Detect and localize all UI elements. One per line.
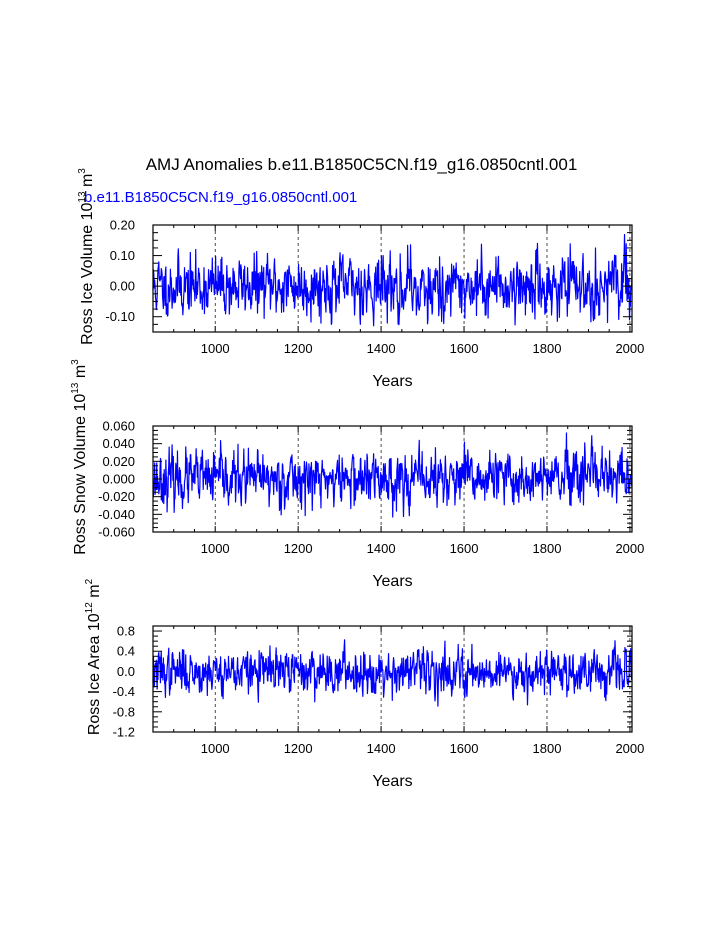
y-axis-title: Ross Snow Volume 1013 m3: [70, 359, 89, 555]
chart-panel-2: 1000 1200 1400 1600 1800 2000 -0.060 -0.040 -0.0…: [70, 359, 644, 590]
x-tick-label: 1000: [201, 741, 230, 756]
x-tick-label: 1600: [450, 341, 479, 356]
data-series-line: [152, 233, 633, 327]
y-tick-label: -0.040: [98, 507, 135, 522]
x-axis-title: Years: [372, 373, 412, 390]
x-tick-label: 1800: [533, 741, 562, 756]
y-tick-label: 0.020: [102, 454, 135, 469]
x-tick-label: 1200: [284, 341, 313, 356]
x-tick-label: 1800: [533, 341, 562, 356]
x-tick-label: 1000: [201, 341, 230, 356]
y-tick-label: 0.20: [110, 218, 135, 233]
chart-panel-1: 1000 1200 1400 1600 1800 2000 -0.10 0.00 0.10 0.2…: [77, 168, 644, 390]
y-axis-title: Ross Ice Volume 1013 m3: [77, 168, 96, 345]
x-tick-label: 1400: [367, 541, 396, 556]
x-tick-label: 2000: [615, 741, 644, 756]
y-tick-label: 0.040: [102, 436, 135, 451]
y-tick-label: 0.8: [117, 624, 135, 639]
y-tick-label: -0.020: [98, 489, 135, 504]
y-tick-label: 0.0: [117, 664, 135, 679]
x-tick-label: 2000: [615, 341, 644, 356]
y-tick-label: -0.060: [98, 525, 135, 540]
y-tick-label: 0.4: [117, 644, 135, 659]
y-tick-label: 0.000: [102, 472, 135, 487]
x-tick-label: 2000: [615, 541, 644, 556]
data-series-line: [152, 432, 633, 518]
x-axis-title: Years: [372, 773, 412, 790]
x-tick-label: 1800: [533, 541, 562, 556]
y-tick-label: 0.10: [110, 248, 135, 263]
y-tick-label: -0.8: [113, 704, 135, 719]
y-tick-label: -0.4: [113, 684, 135, 699]
x-tick-label: 1400: [367, 741, 396, 756]
x-tick-label: 1400: [367, 341, 396, 356]
x-axis-title: Years: [372, 573, 412, 590]
x-tick-label: 1200: [284, 741, 313, 756]
y-tick-label: 0.060: [102, 419, 135, 434]
y-tick-label: -0.10: [105, 309, 135, 324]
x-tick-label: 1000: [201, 541, 230, 556]
x-tick-label: 1600: [450, 741, 479, 756]
y-tick-label: 0.00: [110, 279, 135, 294]
plot-frame: [152, 625, 633, 733]
x-tick-label: 1600: [450, 541, 479, 556]
x-tick-label: 1200: [284, 541, 313, 556]
y-tick-label: -1.2: [113, 725, 135, 740]
page-title: AMJ Anomalies b.e11.B1850C5CN.f19_g16.08…: [145, 155, 578, 174]
y-axis-title: Ross Ice Area 1012 m2: [84, 578, 103, 735]
run-label: b.e11.B1850C5CN.f19_g16.0850cntl.001: [84, 189, 358, 206]
chart-panel-3: 1000 1200 1400 1600 1800 2000 -1.2 -0.8 -0.4 0.0 0…: [84, 578, 644, 790]
data-series-line: [152, 639, 633, 707]
